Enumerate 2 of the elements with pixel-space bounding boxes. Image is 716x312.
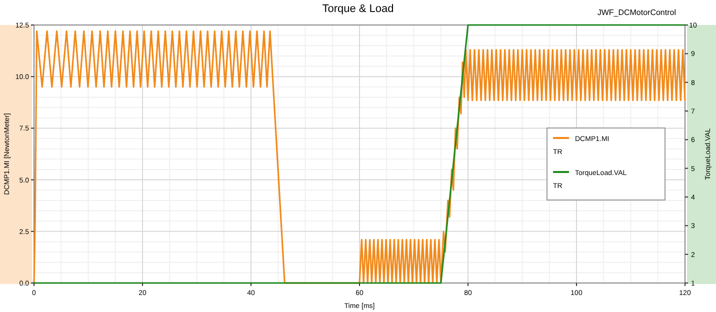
chart-title: Torque & Load (322, 3, 394, 15)
chart-subtitle: JWF_DCMotorControl (597, 8, 676, 17)
